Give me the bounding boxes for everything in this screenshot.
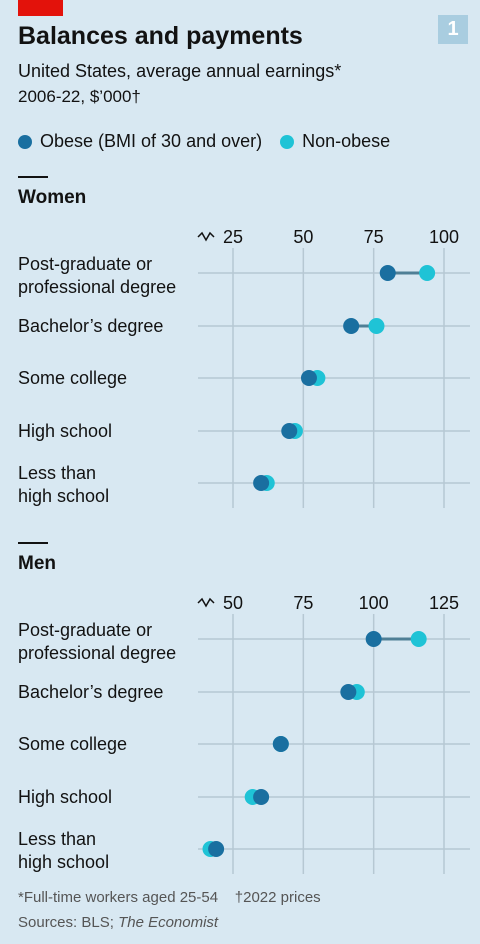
legend-item-obese: Obese (BMI of 30 and over) [18,131,262,152]
men-row-label-line: professional degree [18,643,177,663]
women-tick-label: 50 [293,227,313,247]
men-point-obese [365,631,382,647]
women-row-label-line: professional degree [18,277,177,297]
men-axis-break-icon [197,597,215,608]
footnote: *Full-time workers aged 25-54 †2022 pric… [18,889,321,906]
women-point-obese [300,370,317,386]
men-row-label: Less than high school [18,828,198,874]
legend: Obese (BMI of 30 and over) Non-obese [18,131,408,152]
women-tick-label: 100 [429,227,459,247]
men-point-obese [253,789,270,805]
legend-item-nonobese: Non-obese [280,131,390,152]
women-axis-break-icon [197,231,215,242]
men-tick-label: 125 [429,593,459,613]
source-line: Sources: BLS; The Economist [18,914,218,931]
men-panel-title: Men [18,553,56,574]
women-point-obese [253,475,270,491]
source-prefix: Sources: BLS; [18,914,119,931]
men-row-label: Bachelor’s degree [18,681,198,704]
men-tick-label: 75 [293,593,313,613]
men-tick-label: 100 [359,593,389,613]
men-row-label-line: Some college [18,734,128,754]
men-row-label: High school [18,786,198,809]
men-row-label-line: High school [18,787,113,807]
women-row-label-line: Some college [18,368,128,388]
men-row-label-line: Bachelor’s degree [18,682,164,702]
men-point-obese [272,736,289,752]
women-row-label: Bachelor’s degree [18,315,198,338]
women-row-label: Less than high school [18,462,198,508]
men-point-obese [208,841,225,857]
men-row-label-line: Less than [18,829,97,849]
men-section-rule [18,542,48,544]
women-panel-title: Women [18,187,87,208]
men-row-label-line: high school [18,852,110,872]
footnote-sample: *Full-time workers aged 25-54 [18,889,219,906]
women-point-nonobese [419,265,436,281]
men-point-obese [340,684,357,700]
source-publication: The Economist [118,914,219,931]
women-point-obese [281,423,298,439]
women-tick-label: 75 [364,227,384,247]
legend-label-obese: Obese (BMI of 30 and over) [40,131,263,151]
women-row-label-line: Bachelor’s degree [18,316,164,336]
women-row-label: Some college [18,367,198,390]
legend-swatch-obese [18,134,32,149]
chart-title: Balances and payments [18,22,303,50]
women-row-label-line: Post-graduate or [18,254,153,274]
men-point-nonobese [410,631,427,647]
legend-swatch-nonobese [280,134,295,149]
brand-red-bar [18,0,63,16]
chart-number-badge: 1 [438,15,468,44]
chart-period-units: 2006-22, $’000† [18,87,141,106]
women-row-label: High school [18,420,198,443]
women-row-label-line: High school [18,421,113,441]
women-point-obese [379,265,396,281]
women-point-obese [343,318,360,334]
men-row-label-line: Post-graduate or [18,620,153,640]
women-row-label-line: Less than [18,463,97,483]
men-row-label: Some college [18,733,198,756]
footnote-prices: †2022 prices [234,889,321,906]
women-section-rule [18,176,48,178]
men-tick-label: 50 [223,593,243,613]
women-point-nonobese [368,318,385,334]
chart-subtitle: United States, average annual earnings* [18,61,342,81]
women-row-label: Post-graduate or professional degree [18,253,198,299]
women-row-label-line: high school [18,486,110,506]
men-row-label: Post-graduate or professional degree [18,619,198,665]
legend-label-nonobese: Non-obese [302,131,391,151]
women-tick-label: 25 [223,227,243,247]
